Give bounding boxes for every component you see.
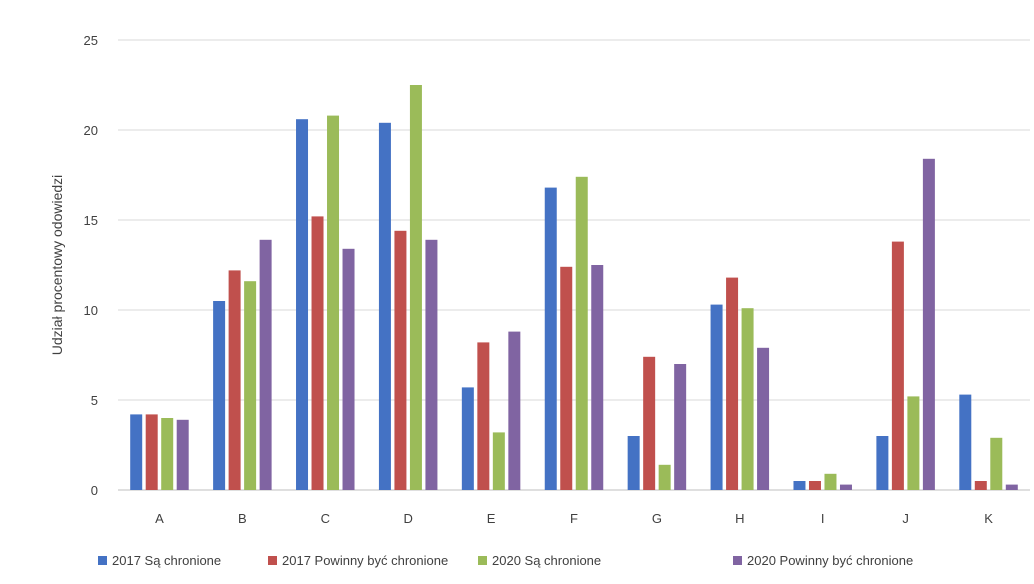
x-tick-label: G [652,511,662,526]
bar-G-series-2 [643,356,656,490]
y-tick-label: 10 [84,303,98,318]
bar-A-series-4 [176,419,189,490]
bar-C-series-3 [327,115,340,490]
legend-swatch [268,556,277,565]
bar-B-series-1 [213,301,226,490]
bar-E-series-3 [492,432,505,490]
bar-J-series-1 [876,436,889,490]
bar-H-series-4 [757,347,770,490]
bar-G-series-3 [658,464,671,490]
x-tick-label: E [487,511,496,526]
bar-B-series-4 [259,239,272,490]
bar-I-series-4 [839,484,852,490]
bar-C-series-4 [342,248,355,490]
bar-K-series-1 [959,394,972,490]
bar-E-series-1 [461,387,474,490]
x-tick-label: H [735,511,744,526]
bar-K-series-4 [1005,484,1018,490]
legend-label: 2017 Powinny być chronione [282,553,448,568]
bar-K-series-3 [990,437,1003,490]
y-axis-label: Udział procentowy odowiedzi [49,175,65,356]
bars [130,85,1018,491]
x-tick-label: K [984,511,993,526]
bar-F-series-1 [544,187,557,490]
legend-label: 2017 Są chronione [112,553,221,568]
bar-G-series-4 [674,364,687,490]
bar-E-series-2 [477,342,490,490]
bar-C-series-1 [296,119,309,490]
x-axis-ticks: A B C D E F G H I J K [155,511,993,526]
bar-H-series-1 [710,304,723,490]
legend-swatch [733,556,742,565]
bar-D-series-2 [394,230,407,491]
bar-E-series-4 [508,331,521,490]
x-tick-label: B [238,511,247,526]
y-tick-label: 5 [91,393,98,408]
y-tick-label: 15 [84,213,98,228]
bar-I-series-3 [824,473,837,490]
legend-swatch [478,556,487,565]
bar-B-series-2 [228,270,241,490]
bar-F-series-2 [560,266,573,490]
bar-H-series-2 [726,277,739,490]
x-tick-label: I [821,511,825,526]
bar-K-series-2 [974,481,987,490]
bar-D-series-3 [409,85,422,490]
y-axis-ticks: 0 5 10 15 20 25 [84,33,98,498]
legend-label: 2020 Powinny być chronione [747,553,913,568]
bar-G-series-1 [627,436,640,490]
bar-A-series-1 [130,414,143,490]
x-tick-label: D [403,511,412,526]
bar-H-series-3 [741,308,754,490]
bar-I-series-2 [808,481,821,490]
bar-D-series-1 [378,122,391,491]
bar-D-series-4 [425,239,438,490]
bar-I-series-1 [793,481,806,490]
bar-B-series-3 [244,281,257,490]
bar-J-series-4 [922,158,935,491]
bar-F-series-3 [575,176,588,491]
legend-swatch [98,556,107,565]
bar-J-series-3 [907,396,920,490]
x-tick-label: F [570,511,578,526]
legend-label: 2020 Są chronione [492,553,601,568]
bar-A-series-2 [145,414,158,490]
bar-C-series-2 [311,216,324,490]
bar-J-series-2 [891,241,904,490]
y-tick-label: 20 [84,123,98,138]
bar-F-series-4 [591,265,604,490]
legend: 2017 Są chronione 2017 Powinny być chroni… [98,553,913,568]
y-tick-label: 0 [91,483,98,498]
bar-A-series-3 [161,418,174,490]
x-tick-label: C [321,511,330,526]
x-tick-label: J [902,511,909,526]
x-tick-label: A [155,511,164,526]
y-tick-label: 25 [84,33,98,48]
